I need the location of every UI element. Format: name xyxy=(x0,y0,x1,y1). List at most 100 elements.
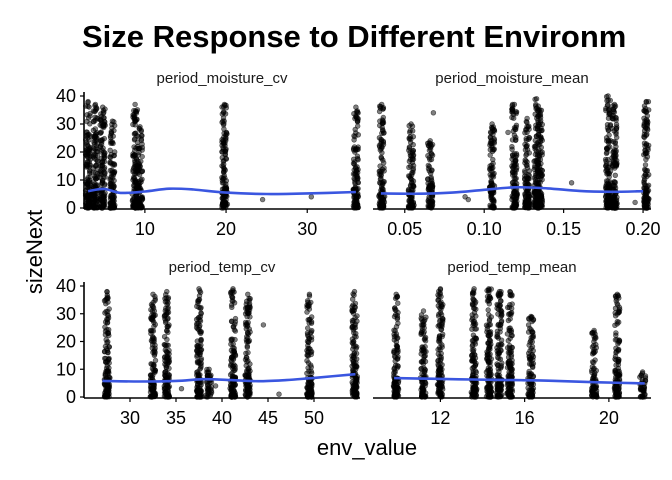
data-point xyxy=(352,202,358,208)
data-point xyxy=(166,358,173,365)
data-point xyxy=(499,392,505,398)
data-point xyxy=(426,147,433,154)
data-point xyxy=(221,118,227,124)
data-point xyxy=(473,373,479,380)
data-point xyxy=(198,363,204,369)
data-point xyxy=(131,131,138,137)
y-tick-label: 30 xyxy=(56,114,76,134)
data-point xyxy=(130,169,136,175)
data-point xyxy=(611,194,618,200)
data-point xyxy=(437,360,443,367)
data-point xyxy=(102,332,109,338)
data-point xyxy=(407,128,413,134)
data-point xyxy=(306,345,312,352)
data-point xyxy=(486,286,492,292)
data-point xyxy=(496,381,502,388)
x-tick-label: 0.20 xyxy=(626,219,661,239)
data-point xyxy=(162,295,168,302)
data-point xyxy=(406,135,412,141)
data-point xyxy=(92,108,98,115)
data-point xyxy=(105,339,111,345)
data-point xyxy=(526,135,533,141)
data-point xyxy=(139,153,145,160)
data-point xyxy=(491,170,497,177)
data-point xyxy=(469,312,475,318)
data-point xyxy=(494,305,500,311)
data-point xyxy=(472,326,478,332)
data-point xyxy=(641,134,647,140)
data-point xyxy=(439,384,446,390)
data-point xyxy=(308,351,314,358)
data-point xyxy=(411,202,417,208)
data-point xyxy=(495,354,501,361)
data-point xyxy=(195,300,201,306)
x-tick-label: 40 xyxy=(212,408,232,428)
data-point xyxy=(102,324,108,330)
data-point xyxy=(524,115,530,122)
data-point xyxy=(111,122,118,129)
y-tick-label: 0 xyxy=(66,387,76,407)
data-point xyxy=(131,175,138,181)
data-point xyxy=(350,310,357,316)
data-point xyxy=(376,135,383,141)
data-point xyxy=(224,201,231,207)
x-tick-label: 50 xyxy=(304,408,324,428)
data-point xyxy=(507,327,513,334)
data-point xyxy=(152,357,159,364)
data-point xyxy=(98,169,105,175)
data-point xyxy=(203,392,209,398)
data-point xyxy=(149,303,156,309)
data-point xyxy=(611,385,618,391)
data-point xyxy=(380,157,386,163)
data-point xyxy=(528,313,534,320)
data-point xyxy=(354,318,360,324)
data-point xyxy=(470,338,476,344)
data-point xyxy=(309,370,315,376)
data-point xyxy=(245,349,251,356)
data-point xyxy=(426,187,432,194)
data-point xyxy=(406,186,412,193)
data-point xyxy=(97,122,103,128)
data-point xyxy=(422,367,428,373)
data-point xyxy=(495,311,501,317)
data-point xyxy=(242,373,249,379)
data-point xyxy=(613,163,620,169)
data-point xyxy=(410,167,416,174)
data-point xyxy=(205,372,211,379)
data-point xyxy=(306,291,313,297)
data-point xyxy=(164,336,170,343)
data-point xyxy=(162,354,168,360)
data-point xyxy=(206,366,212,372)
panel-temp-mean: 12 16 20 xyxy=(373,286,651,428)
data-point xyxy=(106,360,112,366)
data-point xyxy=(525,385,531,391)
data-point xyxy=(591,327,597,334)
data-point xyxy=(129,198,136,204)
data-point xyxy=(537,107,543,113)
data-point xyxy=(538,191,545,197)
data-point xyxy=(604,102,611,109)
data-point xyxy=(509,196,515,203)
data-point xyxy=(606,107,612,113)
data-point xyxy=(425,176,431,182)
data-point xyxy=(603,150,610,157)
data-point xyxy=(162,312,168,319)
data-point xyxy=(484,329,490,335)
data-point xyxy=(568,180,575,186)
data-point xyxy=(405,203,412,209)
data-point xyxy=(465,196,471,203)
data-point xyxy=(244,343,251,349)
data-point xyxy=(603,158,609,165)
data-point xyxy=(535,203,542,210)
data-point xyxy=(349,336,356,342)
data-point xyxy=(137,124,143,130)
y-tick-label: 40 xyxy=(56,276,76,296)
data-point xyxy=(147,327,154,334)
data-point xyxy=(197,351,203,357)
data-point xyxy=(393,331,400,337)
data-point xyxy=(469,301,476,307)
data-point xyxy=(528,335,534,341)
data-point xyxy=(613,330,619,336)
data-point xyxy=(486,352,492,358)
data-point xyxy=(612,140,618,147)
